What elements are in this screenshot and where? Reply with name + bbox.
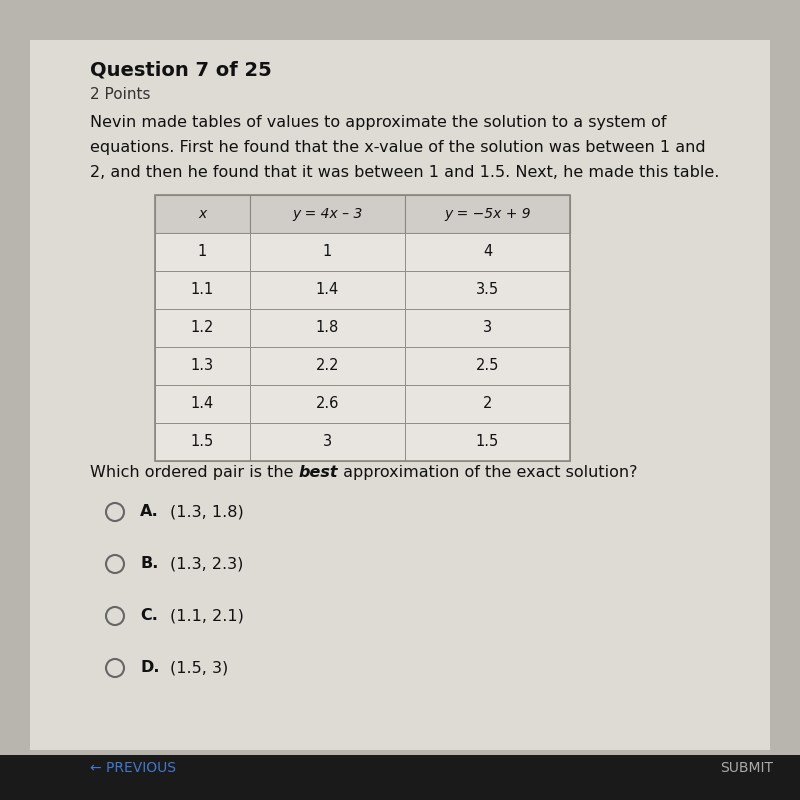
Bar — [250, 309, 405, 347]
Text: (1.3, 2.3): (1.3, 2.3) — [170, 557, 243, 571]
Text: D.: D. — [140, 661, 159, 675]
Bar — [155, 385, 250, 423]
Text: equations. First he found that the x-value of the solution was between 1 and: equations. First he found that the x-val… — [90, 140, 706, 155]
Text: 2.5: 2.5 — [476, 358, 499, 374]
Bar — [155, 233, 250, 271]
Text: (1.1, 2.1): (1.1, 2.1) — [170, 609, 244, 623]
Bar — [155, 271, 250, 309]
Bar — [155, 195, 250, 233]
Text: 2 Points: 2 Points — [90, 87, 150, 102]
Text: 3: 3 — [323, 434, 332, 450]
Bar — [155, 195, 570, 461]
Bar — [405, 271, 570, 309]
Text: 1.4: 1.4 — [316, 282, 339, 298]
Bar — [250, 385, 405, 423]
Text: 2: 2 — [483, 397, 492, 411]
Bar — [405, 423, 570, 461]
Bar — [250, 233, 405, 271]
Text: 1.4: 1.4 — [191, 397, 214, 411]
Bar — [250, 423, 405, 461]
Text: 3: 3 — [483, 321, 492, 335]
Text: ← PREVIOUS: ← PREVIOUS — [90, 761, 176, 775]
Bar — [155, 423, 250, 461]
Text: 1.8: 1.8 — [316, 321, 339, 335]
Text: 4: 4 — [483, 245, 492, 259]
Bar — [250, 271, 405, 309]
Text: y = −5x + 9: y = −5x + 9 — [444, 207, 531, 221]
Bar — [405, 347, 570, 385]
Text: A.: A. — [140, 505, 158, 519]
Text: 2.6: 2.6 — [316, 397, 339, 411]
Text: C.: C. — [140, 609, 158, 623]
Text: x: x — [198, 207, 206, 221]
Bar — [405, 385, 570, 423]
Text: Nevin made tables of values to approximate the solution to a system of: Nevin made tables of values to approxima… — [90, 115, 666, 130]
Text: B.: B. — [140, 557, 158, 571]
Text: Which ordered pair is the: Which ordered pair is the — [90, 465, 298, 480]
Bar — [155, 309, 250, 347]
Text: Question 7 of 25: Question 7 of 25 — [90, 60, 272, 79]
Text: 2.2: 2.2 — [316, 358, 339, 374]
Bar — [405, 309, 570, 347]
Bar — [250, 195, 405, 233]
Text: SUBMIT: SUBMIT — [720, 761, 773, 775]
Text: (1.5, 3): (1.5, 3) — [170, 661, 228, 675]
Text: 1.5: 1.5 — [476, 434, 499, 450]
Text: 1.3: 1.3 — [191, 358, 214, 374]
Bar — [250, 347, 405, 385]
Text: 2, and then he found that it was between 1 and 1.5. Next, he made this table.: 2, and then he found that it was between… — [90, 165, 719, 180]
Text: 1: 1 — [198, 245, 207, 259]
Text: (1.3, 1.8): (1.3, 1.8) — [170, 505, 244, 519]
Text: 1.1: 1.1 — [191, 282, 214, 298]
Bar — [0, 755, 800, 800]
Text: 1.2: 1.2 — [191, 321, 214, 335]
Text: approximation of the exact solution?: approximation of the exact solution? — [338, 465, 638, 480]
Text: 1: 1 — [323, 245, 332, 259]
Bar — [405, 195, 570, 233]
Text: best: best — [298, 465, 338, 480]
Bar — [30, 40, 770, 750]
Bar — [155, 347, 250, 385]
Text: 1.5: 1.5 — [191, 434, 214, 450]
Bar — [405, 233, 570, 271]
Text: y = 4x – 3: y = 4x – 3 — [292, 207, 362, 221]
Text: 3.5: 3.5 — [476, 282, 499, 298]
